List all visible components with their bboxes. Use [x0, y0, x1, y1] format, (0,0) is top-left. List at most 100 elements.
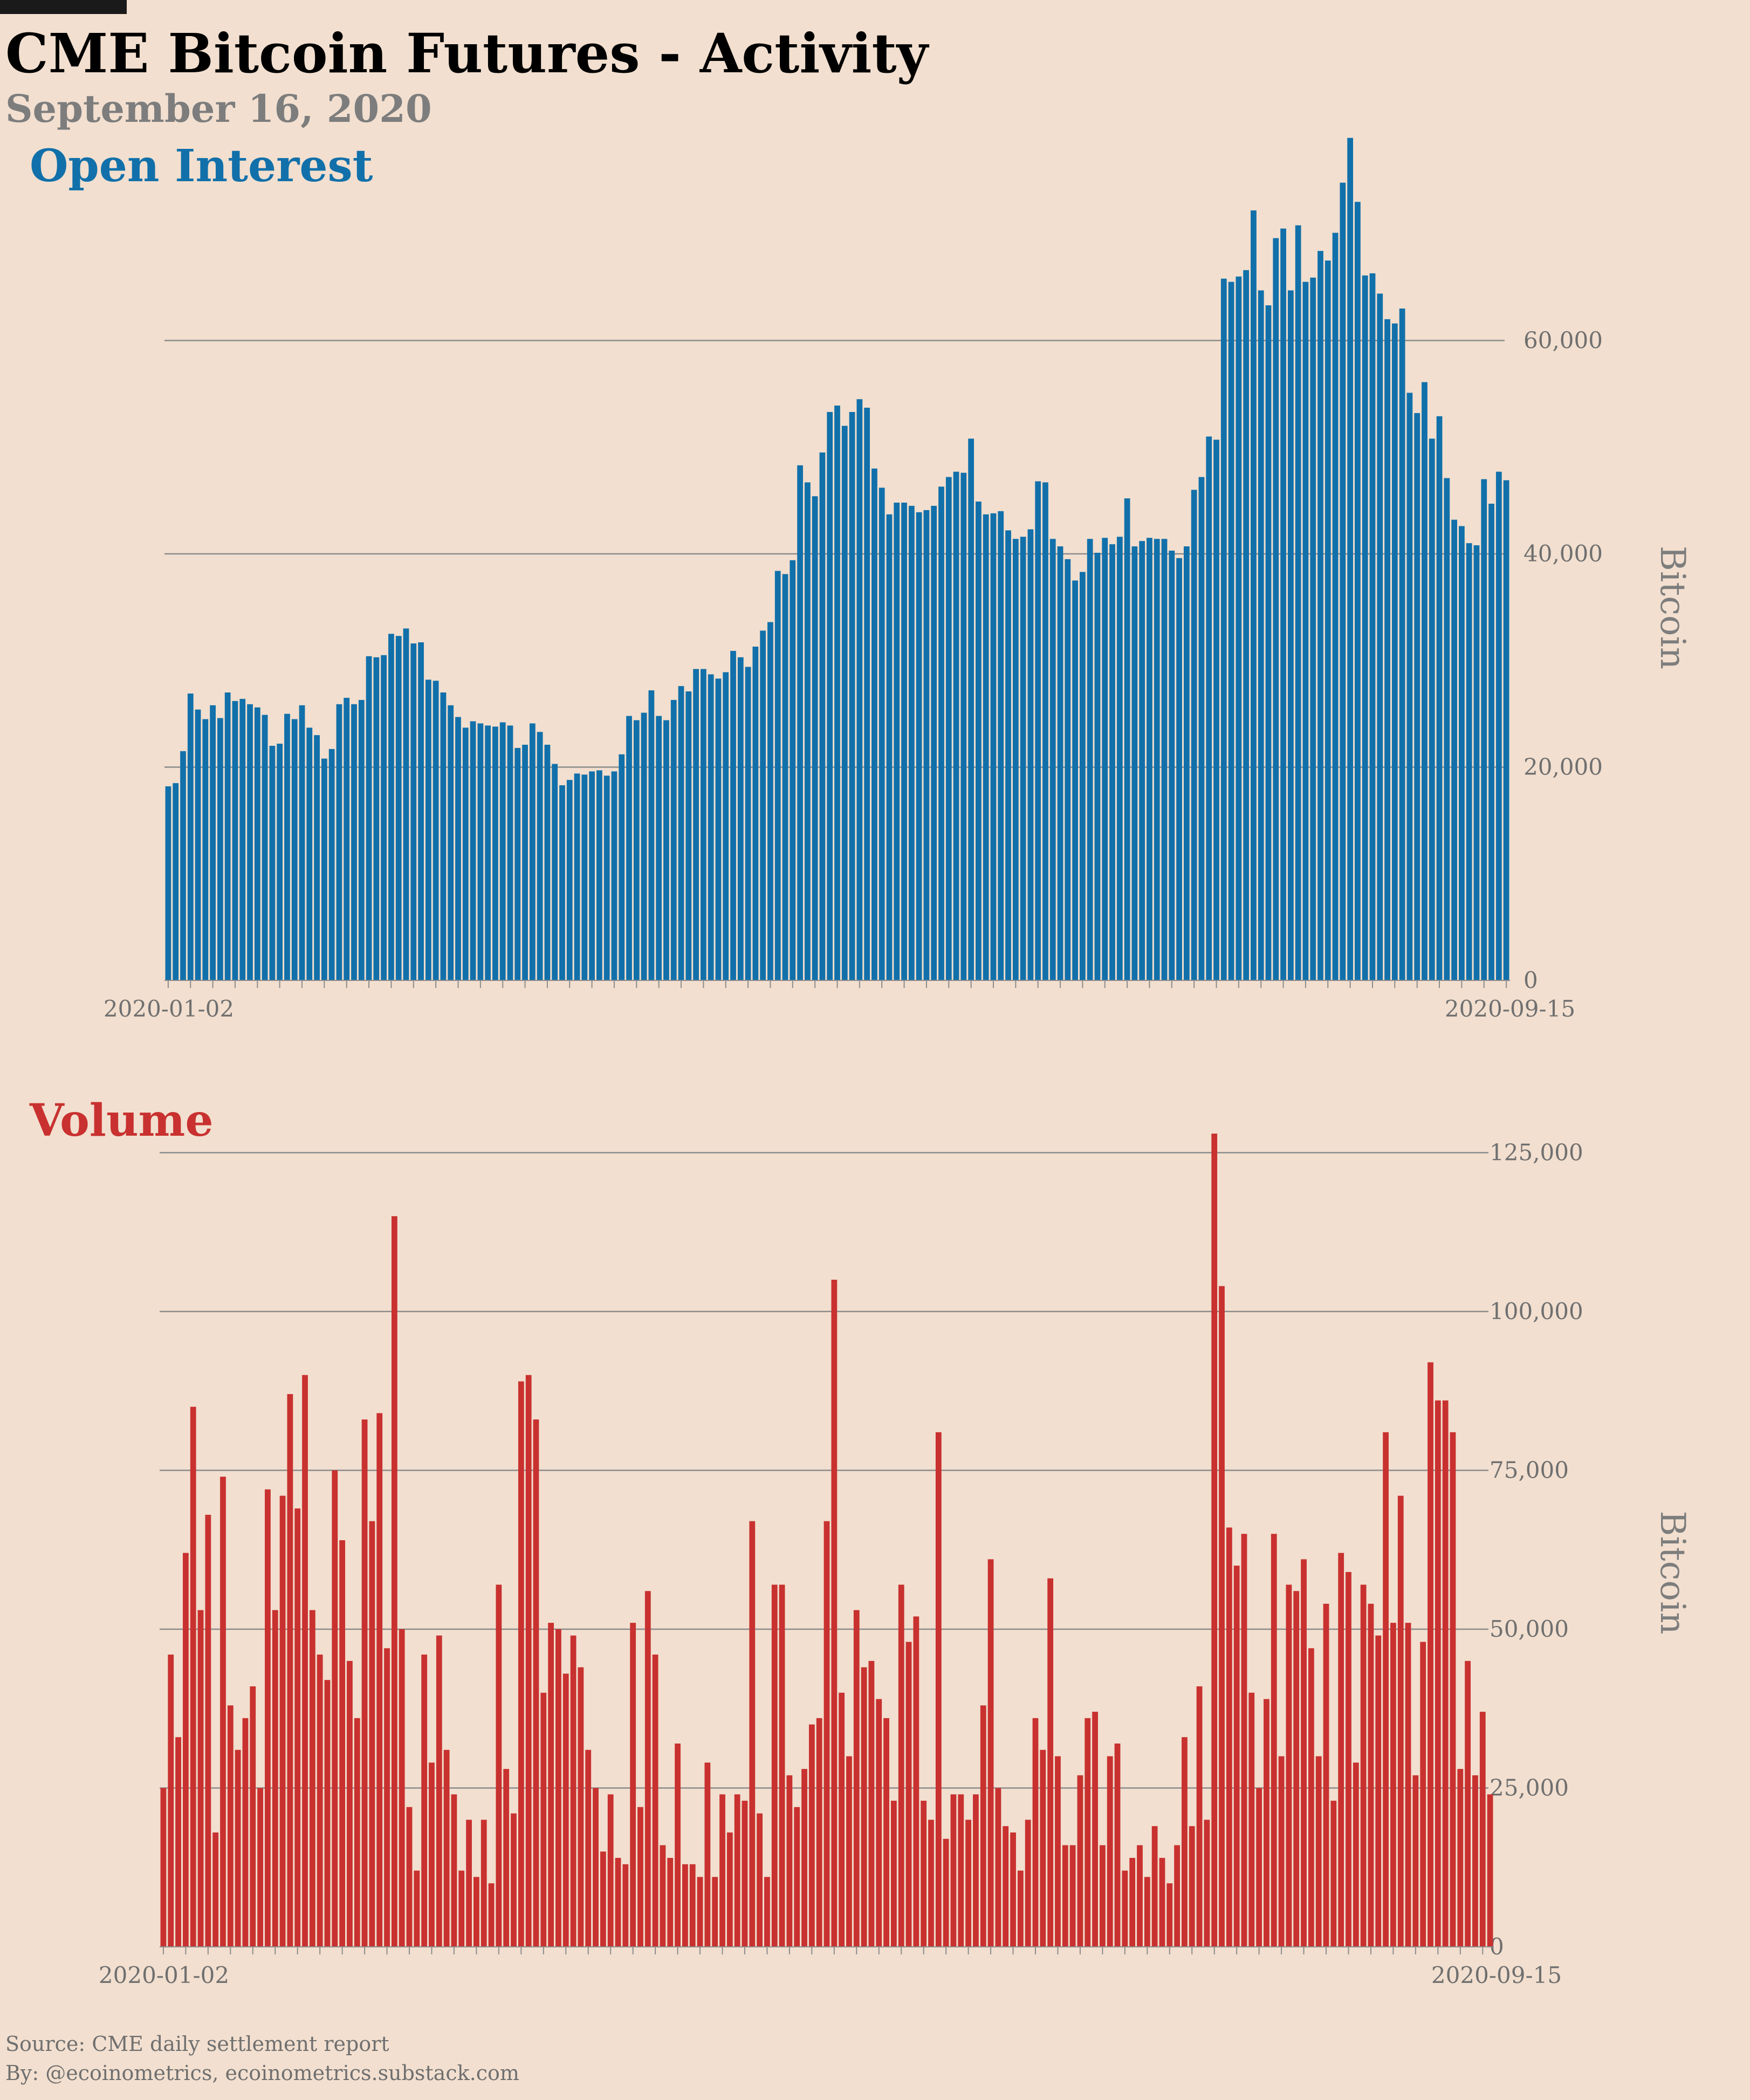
oi-bar — [1473, 545, 1480, 980]
vol-bar — [578, 1667, 584, 1947]
oi-bar — [879, 488, 885, 980]
vol-bar — [1219, 1286, 1225, 1947]
vol-bar — [1264, 1699, 1269, 1947]
vol-bar — [503, 1769, 510, 1947]
vol-bar — [898, 1584, 904, 1947]
vol-bar — [488, 1883, 495, 1947]
oi-bar — [737, 657, 744, 980]
oi-bar — [1154, 539, 1160, 980]
vol-x-end-label: 2020-09-15 — [1431, 1962, 1562, 1988]
vol-bar — [309, 1610, 315, 1947]
oi-bar — [462, 728, 469, 980]
vol-bar — [1226, 1527, 1232, 1947]
oi-bar — [1109, 544, 1115, 980]
vol-bar — [965, 1820, 971, 1947]
vol-bar — [682, 1864, 688, 1947]
vol-bar — [1256, 1788, 1262, 1947]
oi-bar — [514, 747, 521, 980]
vol-bar — [808, 1724, 815, 1947]
vol-bar — [846, 1756, 852, 1947]
vol-bar — [928, 1820, 934, 1947]
oi-bar — [195, 709, 201, 980]
oi-bar — [1324, 260, 1331, 981]
vol-bar — [1092, 1712, 1098, 1947]
oi-bar — [1131, 546, 1138, 980]
vol-bar — [540, 1692, 547, 1947]
oi-bar — [187, 694, 194, 980]
oi-bar — [968, 438, 974, 980]
vol-bar — [511, 1813, 517, 1947]
oi-bar — [1310, 277, 1316, 981]
oi-bar — [894, 503, 900, 980]
oi-bar — [856, 399, 863, 980]
vol-bar — [1315, 1756, 1322, 1947]
oi-bar — [656, 716, 662, 980]
vol-bar — [376, 1413, 383, 1947]
vol-bar — [548, 1623, 554, 1947]
oi-bar — [262, 715, 268, 980]
oi-bar — [1220, 278, 1227, 980]
oi-bar — [210, 705, 216, 980]
oi-bar — [1206, 436, 1212, 980]
vol-y-tick-label: 100,000 — [1490, 1298, 1583, 1324]
oi-bar — [812, 496, 818, 980]
oi-bar — [983, 514, 989, 980]
vol-bar — [689, 1864, 696, 1947]
oi-bar — [1481, 479, 1487, 980]
vol-bar — [473, 1877, 479, 1947]
vol-bar — [339, 1540, 346, 1947]
vol-bar — [1062, 1845, 1068, 1947]
vol-bar — [831, 1279, 838, 1947]
vol-bar — [1107, 1756, 1113, 1947]
oi-bar — [1377, 293, 1383, 980]
oi-bar — [589, 771, 595, 980]
oi-bar — [1265, 305, 1272, 981]
oi-bar — [284, 713, 290, 980]
oi-bar — [522, 744, 528, 980]
oi-bar — [701, 669, 706, 980]
vol-bar — [1286, 1584, 1292, 1947]
vol-bar — [1189, 1826, 1195, 1947]
vol-bar — [481, 1820, 487, 1947]
oi-bar — [425, 680, 431, 980]
vol-bar — [1293, 1591, 1300, 1947]
oi-bar — [239, 698, 246, 980]
oi-bar — [1369, 273, 1376, 980]
oi-bar — [1027, 529, 1034, 980]
oi-bar — [277, 743, 283, 980]
vol-bar — [660, 1845, 666, 1947]
vol-bar — [1323, 1603, 1329, 1947]
oi-bar — [358, 699, 365, 980]
oi-bar — [827, 411, 833, 980]
oi-bar — [1332, 232, 1339, 980]
oi-bar — [254, 707, 260, 980]
vol-bar — [1442, 1400, 1449, 1947]
oi-bar — [596, 770, 602, 980]
vol-bar — [995, 1788, 1001, 1947]
oi-bar — [1087, 539, 1093, 980]
oi-bar — [1302, 282, 1309, 980]
vol-bar — [354, 1718, 360, 1947]
oi-bar — [1495, 471, 1502, 980]
oi-bar — [774, 571, 781, 980]
oi-bar — [1116, 537, 1123, 980]
vol-bar — [742, 1801, 748, 1947]
vol-bar — [466, 1820, 472, 1947]
vol-bar — [913, 1616, 919, 1947]
vol-bar — [1040, 1749, 1046, 1947]
oi-y-tick-label: 60,000 — [1523, 327, 1603, 353]
vol-bar — [980, 1705, 986, 1947]
oi-bar — [931, 505, 937, 980]
oi-bar — [1273, 238, 1279, 981]
vol-bar — [1338, 1553, 1344, 1947]
oi-bar — [730, 650, 736, 980]
oi-bar — [507, 725, 513, 980]
oi-bar — [1236, 276, 1242, 980]
oi-bar — [819, 452, 826, 980]
oi-bar — [381, 655, 387, 980]
oi-bar — [752, 647, 759, 980]
oi-bar — [916, 512, 922, 980]
vol-bar — [1032, 1718, 1039, 1947]
oi-bar — [448, 705, 454, 980]
vol-bar — [212, 1832, 219, 1947]
